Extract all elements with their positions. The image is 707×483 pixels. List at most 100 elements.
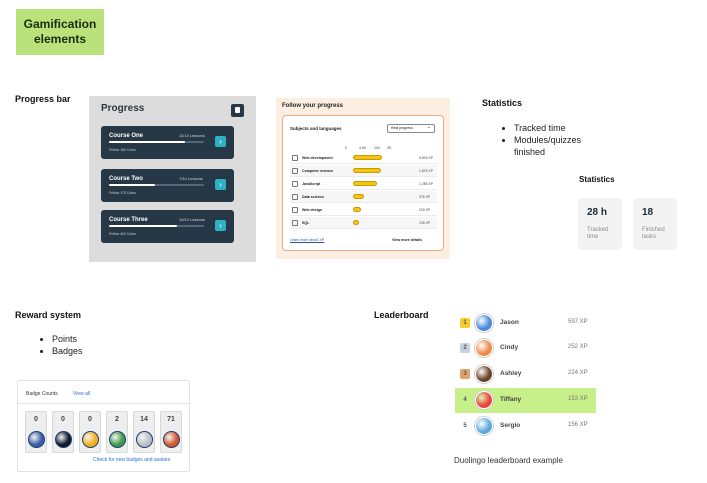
course-card[interactable]: Course Three 10/14 Lessons Fellow 400 Co… (101, 210, 234, 243)
subject-xp: 1,256 XP (419, 182, 433, 186)
badge-count: 0 (34, 416, 38, 423)
subject-row[interactable]: SQL 128 XP (290, 217, 437, 229)
leaderboard-xp: 224 XP (568, 370, 588, 376)
rank-medal-icon: 3 (460, 369, 470, 379)
subject-name: SQL (302, 221, 310, 225)
statistics-heading: Statistics (482, 98, 523, 108)
subject-row[interactable]: JavaScript 1,256 XP (290, 178, 437, 190)
subject-row[interactable]: Computer science 1,876 XP (290, 165, 437, 177)
subject-row[interactable]: Web development 5,843 XP (290, 152, 437, 164)
course-name: Course Two (109, 176, 143, 182)
badge-count: 2 (115, 416, 119, 423)
leaderboard-row[interactable]: 2 Cindy 252 XP (455, 336, 596, 361)
chevron-right-icon[interactable]: › (215, 136, 226, 147)
bullet-item: Tracked time (514, 122, 602, 134)
subject-icon (292, 181, 298, 187)
subject-bar (353, 168, 381, 173)
subjects-card: Subjects and languages Real progress 0 4… (282, 115, 444, 251)
leaderboard-xp: 597 XP (568, 319, 588, 325)
scale-tick: 4.5h (359, 146, 366, 150)
subject-icon (292, 220, 298, 226)
statistics-card-title: Statistics (579, 175, 615, 184)
leaderboard-xp: 153 XP (568, 396, 588, 402)
course-card[interactable]: Course Two 7/14 Lessons Fellow 175 Coins… (101, 169, 234, 202)
hexagon-badge-icon (28, 431, 45, 448)
progress-type-select[interactable]: Real progress (387, 124, 435, 133)
leaderboard-row[interactable]: 3 Ashley 224 XP (455, 362, 596, 387)
leaderboard-name: Cindy (500, 344, 519, 351)
avatar (475, 365, 493, 383)
course-lessons: 11/14 Lessons (179, 133, 205, 138)
leaderboard-row[interactable]: 5 Sergio 156 XP (455, 414, 596, 439)
chevron-right-icon[interactable]: › (215, 220, 226, 231)
reward-system-heading: Reward system (15, 310, 82, 320)
subject-bar (353, 220, 359, 225)
bullet-item: Points (52, 333, 120, 345)
stat-value: 18 (642, 207, 654, 218)
subject-row[interactable]: Web design 215 XP (290, 204, 437, 216)
bookmark-icon[interactable] (231, 104, 244, 117)
badge-cell[interactable]: 2 (106, 411, 128, 453)
subject-xp: 128 XP (419, 221, 431, 225)
stat-label: Finished tasks (642, 227, 665, 240)
check-new-badges-link[interactable]: Check for new badges and avatars (93, 457, 171, 463)
progress-bar-heading: Progress bar (15, 94, 71, 104)
scale-tick: 0 (345, 146, 347, 150)
statistics-bullet-list: Tracked time Modules/quizzes finished (502, 122, 602, 158)
badge-cell[interactable]: 14 (133, 411, 155, 453)
avatar (475, 314, 493, 332)
chevron-right-icon[interactable]: › (215, 179, 226, 190)
course-card[interactable]: Course One 11/14 Lessons Fellow 150 Coin… (101, 126, 234, 159)
subject-bar (353, 181, 377, 186)
sun-badge-icon (82, 431, 99, 448)
view-more-details-link[interactable]: View more details (392, 238, 423, 242)
subject-icon (292, 207, 298, 213)
leaderboard-name: Ashley (500, 370, 522, 377)
leaderboard-xp: 156 XP (568, 422, 588, 428)
subject-bar (353, 194, 364, 199)
badge-cell[interactable]: 0 (52, 411, 74, 453)
subject-xp: 5,843 XP (419, 156, 433, 160)
moon-badge-icon (136, 431, 153, 448)
stat-label: Tracked time (587, 227, 609, 240)
leaderboard-heading: Leaderboard (374, 310, 429, 320)
view-all-link[interactable]: View all (73, 391, 91, 397)
badge-counts-widget: Badge Counts View all 0 0 0 2 14 71 Chec… (17, 380, 190, 472)
bullet-item: Badges (52, 345, 120, 357)
subject-icon (292, 155, 298, 161)
course-reward: Fellow 150 Coins (109, 148, 136, 152)
subject-xp: 1,876 XP (419, 169, 433, 173)
follow-progress-panel: Follow your progress Subjects and langua… (276, 98, 450, 259)
stat-finished-tasks: 18 Finished tasks (633, 198, 677, 250)
leaderboard-row-current-user[interactable]: 4 Tiffany 153 XP (455, 388, 596, 413)
subject-xp: 215 XP (419, 208, 431, 212)
course-reward: Fellow 400 Coins (109, 232, 136, 236)
course-progress-bar (109, 184, 204, 186)
rank-medal-icon: 2 (460, 343, 470, 353)
dark-orb-badge-icon (55, 431, 72, 448)
subject-bar (353, 155, 382, 160)
planet-badge-icon (163, 431, 180, 448)
course-name: Course One (109, 133, 144, 139)
badge-cell[interactable]: 0 (25, 411, 47, 453)
subject-bar (353, 207, 361, 212)
leaderboard-name: Tiffany (500, 396, 522, 403)
course-lessons: 10/14 Lessons (179, 217, 206, 222)
earth-badge-icon (109, 431, 126, 448)
course-name: Course Three (109, 217, 148, 223)
subject-row[interactable]: Data science 276 XP (290, 191, 437, 203)
badge-cell[interactable]: 0 (79, 411, 101, 453)
stat-value: 28 h (587, 207, 608, 218)
subject-icon (292, 194, 298, 200)
course-progress-bar (109, 225, 204, 227)
rank-medal-icon: 1 (460, 318, 470, 328)
rank-number: 5 (460, 421, 470, 431)
badge-cell[interactable]: 71 (160, 411, 182, 453)
bullet-item: Modules/quizzes finished (514, 134, 602, 158)
leaderboard-row[interactable]: 1 Jason 597 XP (455, 311, 596, 336)
subject-name: Web development (302, 156, 333, 160)
leaderboard-xp: 252 XP (568, 344, 588, 350)
divider (18, 403, 189, 404)
stat-tracked-time: 28 h Tracked time (578, 198, 622, 250)
learn-more-link[interactable]: Learn more about XP (290, 238, 325, 242)
